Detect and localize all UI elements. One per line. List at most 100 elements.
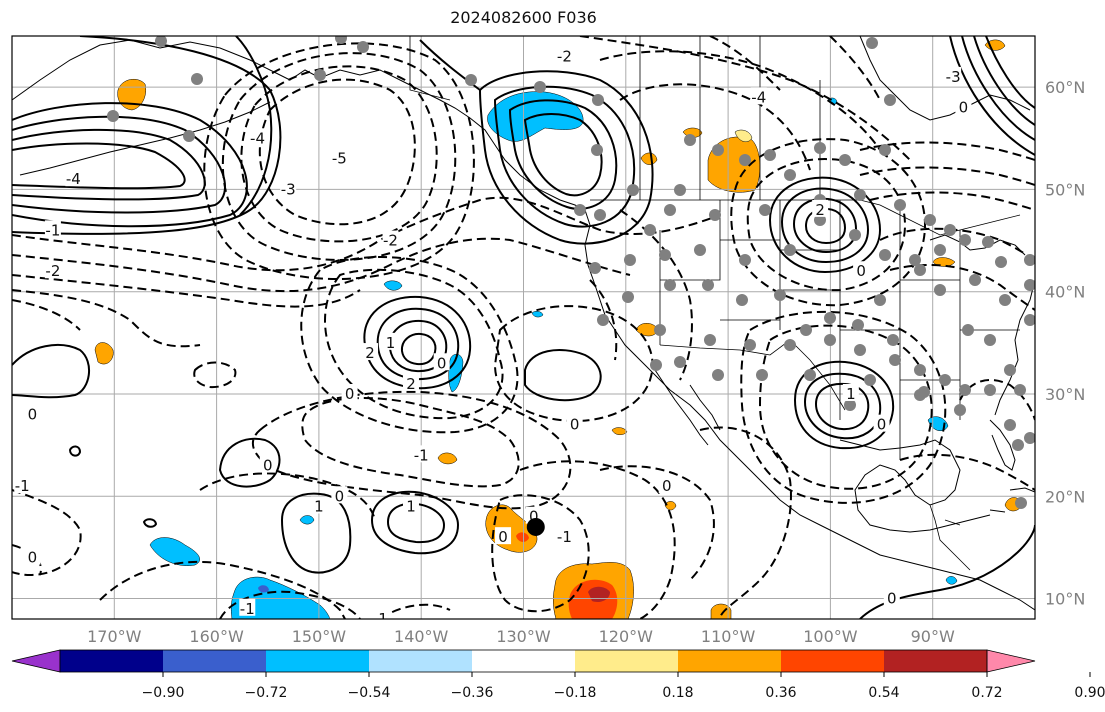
negative-anomaly-patch	[383, 280, 403, 291]
latitude-tick-label: 30°N	[1045, 385, 1085, 404]
dashed-contour	[324, 268, 504, 420]
contour-label: -2	[45, 262, 60, 280]
contour-label: 0	[662, 477, 672, 495]
dashed-contour	[301, 397, 520, 488]
contour-label-background	[955, 97, 972, 115]
contour-label: -4	[751, 88, 766, 106]
contour-label: 0	[529, 508, 539, 526]
station-dot	[849, 229, 861, 241]
contour-label: -1	[557, 528, 572, 546]
colorbar-segment	[163, 650, 267, 672]
contour-label: 2	[406, 375, 416, 393]
station-dot	[534, 81, 546, 93]
station-dot	[1004, 364, 1016, 376]
station-dot	[357, 41, 369, 53]
contour-label: -1	[15, 477, 30, 495]
dashed-contour	[589, 279, 618, 361]
shaded-anomaly-patches	[94, 39, 1023, 619]
gulf-coast	[839, 439, 991, 533]
dashed-contour	[599, 465, 715, 581]
station-dot	[934, 284, 946, 296]
station-dot	[1015, 497, 1027, 509]
contour-label: -5	[332, 150, 347, 168]
solid-contour	[768, 176, 882, 274]
colorbar-tick-label: −0.18	[554, 685, 597, 701]
station-dot	[592, 94, 604, 106]
contour-label: 1	[406, 497, 416, 515]
contour-label: 0	[437, 354, 447, 372]
contour-label-background	[249, 128, 266, 146]
contour-label: 0	[570, 416, 580, 434]
dashed-contour	[491, 494, 590, 613]
station-dot	[854, 189, 866, 201]
colorbar-segment	[11, 649, 61, 673]
station-dot	[465, 74, 477, 86]
station-dot	[969, 274, 981, 286]
dashed-contour	[579, 36, 911, 161]
colorbar-tick-label: −0.36	[451, 685, 494, 701]
longitude-tick-label: 170°W	[87, 627, 142, 646]
dashed-contour	[219, 590, 361, 619]
station-dot	[774, 289, 786, 301]
latitude-tick-label: 50°N	[1045, 180, 1085, 199]
longitude-tick-label: 150°W	[292, 627, 347, 646]
solid-contour	[793, 360, 895, 450]
colorbar-tick-label: 0.18	[662, 685, 693, 701]
contour-label: 0	[877, 416, 887, 434]
contour-label-background	[566, 414, 583, 432]
station-dot	[1024, 432, 1035, 444]
east-coast	[994, 279, 1035, 416]
station-dot	[155, 36, 167, 47]
station-dot	[984, 384, 996, 396]
station-dot	[764, 149, 776, 161]
colorbar-segment	[266, 650, 370, 672]
station-dot	[914, 364, 926, 376]
station-dot	[739, 154, 751, 166]
solid-contour	[985, 36, 1035, 109]
station-dot	[864, 374, 876, 386]
us-canada-border	[590, 199, 1021, 236]
dashed-contour	[859, 141, 1035, 161]
solid-contour	[280, 492, 352, 574]
contour-label-background	[556, 46, 573, 64]
solid-contour	[388, 319, 448, 373]
caribbean-islands	[989, 487, 1035, 513]
station-dot	[962, 324, 974, 336]
dashed-contour	[12, 289, 201, 348]
station-dot	[1004, 419, 1016, 431]
station-dot	[684, 134, 696, 146]
contour-label-background	[402, 496, 419, 514]
station-dot	[909, 254, 921, 266]
solid-contour	[400, 332, 437, 366]
colorbar-tick-label: 0.36	[765, 685, 796, 701]
station-dot	[736, 294, 748, 306]
negative-anomaly-patch	[258, 585, 269, 593]
station-dot	[597, 314, 609, 326]
station-dot	[874, 294, 886, 306]
station-dot	[959, 384, 971, 396]
station-dot	[784, 169, 796, 181]
station-dot	[659, 249, 671, 261]
station-dot	[959, 234, 971, 246]
contour-label: 0	[498, 528, 508, 546]
solid-contour	[68, 445, 82, 457]
colorbar-tick-label: −0.72	[245, 685, 288, 701]
station-dot	[709, 209, 721, 221]
positive-anomaly-patch	[611, 427, 628, 435]
station-dot	[624, 254, 636, 266]
dashed-contour	[699, 426, 792, 619]
contour-label-background	[341, 383, 358, 401]
colorbar-segment	[575, 650, 679, 672]
positive-anomaly-patch	[734, 129, 753, 143]
longitude-tick-label: 130°W	[496, 627, 551, 646]
station-dot	[879, 249, 891, 261]
dashed-contour	[746, 158, 907, 292]
station-dot	[939, 374, 951, 386]
contour-label: -1	[373, 610, 388, 628]
station-dot	[814, 142, 826, 154]
north-america-west-coast	[584, 209, 1035, 611]
dashed-contour	[251, 390, 572, 510]
contour-label-background	[24, 547, 41, 565]
station-dot	[759, 204, 771, 216]
